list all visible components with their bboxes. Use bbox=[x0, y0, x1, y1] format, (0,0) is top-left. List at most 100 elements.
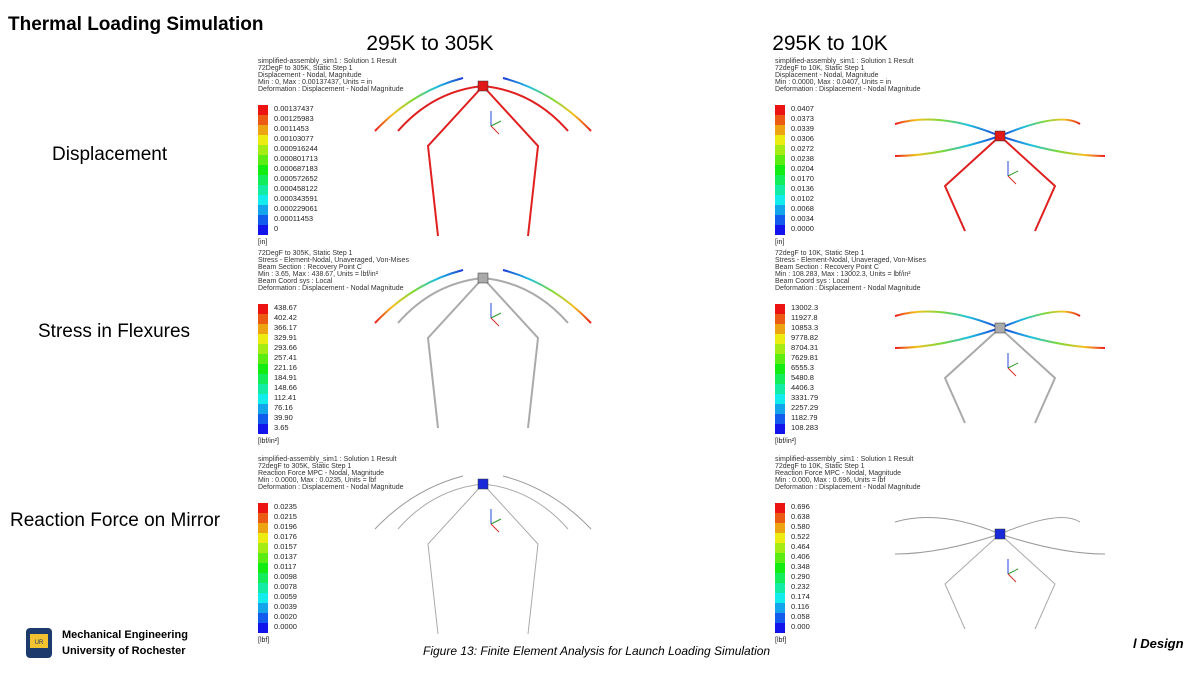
colorbar-segment bbox=[258, 314, 268, 324]
flexure-arm bbox=[397, 85, 484, 132]
colorbar-segment bbox=[775, 314, 785, 324]
row-heading: Displacement bbox=[52, 144, 168, 165]
axis-triad bbox=[490, 125, 500, 135]
legend-value: 0.0000 bbox=[791, 224, 814, 233]
axis-triad bbox=[490, 317, 500, 327]
mirror-node bbox=[477, 272, 489, 284]
flexure-arm bbox=[999, 118, 1081, 137]
legend-value: 0.00137437 bbox=[274, 104, 314, 113]
mirror-node bbox=[477, 478, 489, 490]
legend-value: 4406.3 bbox=[791, 383, 814, 392]
axis-triad bbox=[1007, 367, 1017, 377]
axis-triad bbox=[1007, 362, 1019, 369]
colorbar-segment bbox=[775, 145, 785, 155]
colorbar-segment bbox=[775, 215, 785, 225]
colorbar-segment bbox=[258, 613, 268, 623]
colorbar-segment bbox=[258, 414, 268, 424]
row-heading: Reaction Force on Mirror bbox=[10, 510, 221, 531]
colorbar-segment bbox=[775, 205, 785, 215]
result-header-line: simplified-assembly_sim1 : Solution 1 Re… bbox=[775, 456, 914, 463]
result-header-line: Deformation : Displacement - Nodal Magni… bbox=[775, 484, 921, 491]
legend-value: 13002.3 bbox=[791, 303, 819, 312]
result-header-line: 72degF to 10K, Static Step 1 bbox=[775, 463, 865, 470]
result-header-line: Beam Section : Recovery Point C bbox=[775, 264, 879, 271]
figure-caption: Figure 13: Finite Element Analysis for L… bbox=[423, 644, 771, 658]
legend-value: 0.000916244 bbox=[274, 144, 318, 153]
colorbar-segment bbox=[775, 414, 785, 424]
legend-value: 0.0068 bbox=[791, 204, 814, 213]
result-header-line: Displacement - Nodal, Magnitude bbox=[258, 72, 362, 79]
colorbar-segment bbox=[258, 523, 268, 533]
colorbar-segment bbox=[775, 593, 785, 603]
flexure-leg bbox=[944, 533, 1001, 630]
colorbar-segment bbox=[775, 334, 785, 344]
axis-triad bbox=[490, 518, 502, 525]
legend-value: 0.638 bbox=[791, 512, 810, 521]
colorbar-segment bbox=[775, 185, 785, 195]
legend-value: 0.116 bbox=[791, 602, 810, 611]
slide-title: Thermal Loading Simulation bbox=[8, 14, 264, 35]
colorbar-segment bbox=[775, 613, 785, 623]
logo: UR bbox=[26, 628, 52, 658]
colorbar-segment bbox=[258, 603, 268, 613]
colorbar-segment bbox=[258, 513, 268, 523]
colorbar-segment bbox=[258, 304, 268, 314]
result-header-line: Deformation : Displacement - Nodal Magni… bbox=[258, 484, 404, 491]
flexure-arm bbox=[894, 310, 1001, 329]
legend-value: 0.0306 bbox=[791, 134, 814, 143]
result-header-line: Deformation : Displacement - Nodal Magni… bbox=[775, 285, 921, 292]
legend-value: 76.16 bbox=[274, 403, 293, 412]
colorbar-segment bbox=[775, 344, 785, 354]
colorbar-segment bbox=[258, 533, 268, 543]
legend-value: 0.0059 bbox=[274, 592, 297, 601]
legend-value: 0.406 bbox=[791, 552, 810, 561]
flexure-arm bbox=[894, 135, 1001, 157]
flexure-arm bbox=[999, 310, 1081, 329]
legend-value: 0.290 bbox=[791, 572, 810, 581]
colorbar-segment bbox=[258, 324, 268, 334]
result-header-line: Beam Section : Recovery Point C bbox=[258, 264, 362, 271]
colorbar-segment bbox=[775, 563, 785, 573]
legend-value: 0.0034 bbox=[791, 214, 814, 223]
flexure-leg bbox=[482, 277, 540, 429]
legend-value: 0.0407 bbox=[791, 104, 814, 113]
colorbar-segment bbox=[258, 344, 268, 354]
colorbar-segment bbox=[775, 165, 785, 175]
colorbar-segment bbox=[775, 503, 785, 513]
legend-value: 0.0157 bbox=[274, 542, 297, 551]
colorbar-segment bbox=[775, 384, 785, 394]
legend-value: 0.696 bbox=[791, 502, 810, 511]
colorbar-segment bbox=[775, 533, 785, 543]
colorbar-segment bbox=[258, 205, 268, 215]
legend-value: 0.000 bbox=[791, 622, 810, 631]
legend-value: 7629.81 bbox=[791, 353, 819, 362]
legend-value: 0.0272 bbox=[791, 144, 814, 153]
result-header-line: Min : 3.65, Max : 438.67, Units = lbf/in… bbox=[258, 271, 379, 278]
legend-value: 0.0235 bbox=[274, 502, 297, 511]
legend-value: 0.0204 bbox=[791, 164, 814, 173]
result-header-line: Beam Coord sys : Local bbox=[775, 278, 850, 285]
legend-unit: [lbf/in²] bbox=[775, 438, 797, 445]
result-header-line: Reaction Force MPC - Nodal, Magnitude bbox=[775, 470, 902, 477]
legend-value: 0 bbox=[274, 224, 279, 233]
result-header-line: Deformation : Displacement - Nodal Magni… bbox=[258, 285, 404, 292]
flexure-arm bbox=[482, 85, 569, 132]
colorbar-segment bbox=[258, 225, 268, 235]
legend-value: 6555.3 bbox=[791, 363, 814, 372]
legend-value: 0.0373 bbox=[791, 114, 814, 123]
colorbar-segment bbox=[258, 374, 268, 384]
legend-value: 0.464 bbox=[791, 542, 810, 551]
legend-value: 221.16 bbox=[274, 363, 297, 372]
legend-value: 0.0176 bbox=[274, 532, 297, 541]
axis-triad bbox=[1007, 175, 1017, 185]
result-header-line: simplified-assembly_sim1 : Solution 1 Re… bbox=[258, 58, 397, 65]
result-header-line: Beam Coord sys : Local bbox=[258, 278, 333, 285]
legend-value: 366.17 bbox=[274, 323, 297, 332]
flexure-arm bbox=[502, 269, 592, 324]
legend-unit: [in] bbox=[258, 239, 268, 246]
flexure-arm bbox=[482, 483, 569, 530]
colorbar-segment bbox=[775, 364, 785, 374]
legend-value: 3331.79 bbox=[791, 393, 819, 402]
legend-unit: [lbf/in²] bbox=[258, 438, 280, 445]
result-header-line: Stress - Element-Nodal, Unaveraged, Von-… bbox=[258, 257, 409, 264]
